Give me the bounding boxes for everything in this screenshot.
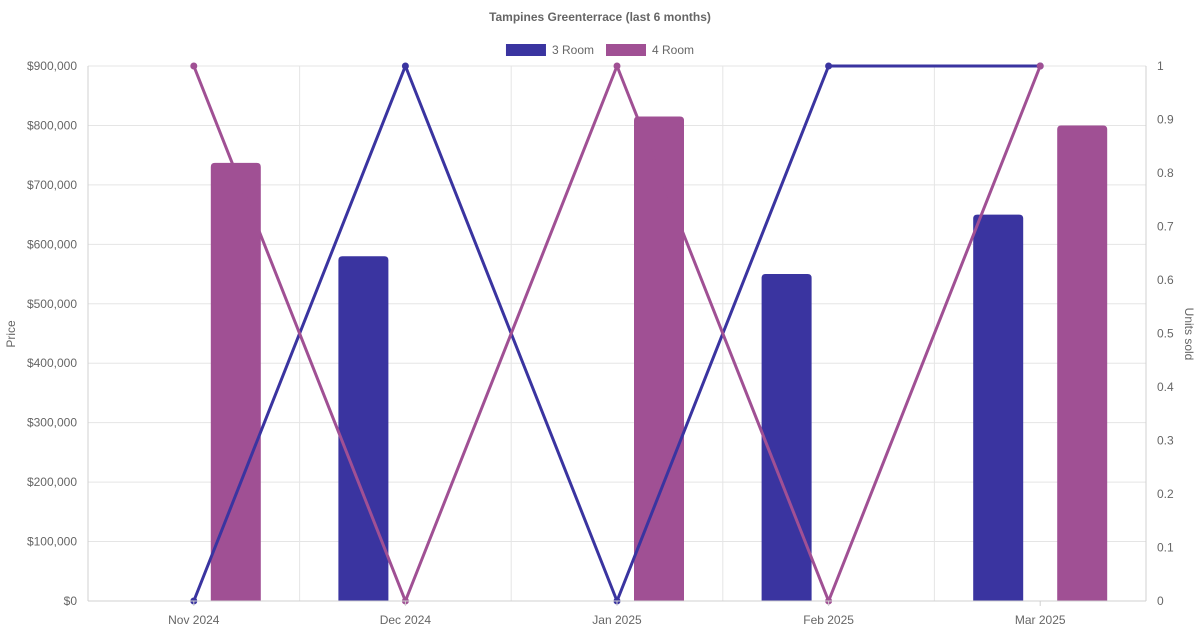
y-left-tick-label: $600,000 (27, 237, 77, 251)
legend-label: 3 Room (552, 43, 594, 57)
point-4-room (1036, 62, 1044, 70)
y-left-tick-label: $900,000 (27, 59, 77, 73)
y-right-tick-label: 0.5 (1157, 327, 1174, 341)
bar-4-room (634, 116, 684, 602)
point-3-room (401, 62, 409, 70)
y-right-tick-label: 0.8 (1157, 166, 1174, 180)
y-right-tick-label: 1 (1157, 59, 1164, 73)
point-4-room (613, 62, 621, 70)
line-4-room (192, 64, 1042, 603)
bar-series (210, 116, 1108, 602)
y-right-tick-label: 0.6 (1157, 273, 1174, 287)
legend: 3 Room 4 Room (505, 43, 694, 57)
axes: $0 $100,000 $200,000 $300,000 $400,000 $500,0… (27, 59, 1174, 627)
y-left-tick-label: $700,000 (27, 178, 77, 192)
point-3-room (825, 62, 833, 70)
point-4-room (190, 62, 198, 70)
x-tick-label: Nov 2024 (168, 613, 220, 627)
chart-title: Tampines Greenterrace (last 6 months) (489, 10, 711, 24)
y-right-tick-label: 0 (1157, 594, 1164, 608)
legend-item-3-room[interactable]: 3 Room (505, 43, 594, 57)
legend-item-4-room[interactable]: 4 Room (606, 43, 694, 57)
line-3-room (192, 64, 1041, 603)
line-series (190, 62, 1044, 605)
y-right-tick-label: 0.1 (1157, 541, 1174, 555)
bar-4-room (1057, 125, 1108, 601)
y-left-tick-label: $200,000 (27, 475, 77, 489)
x-tick-label: Jan 2025 (592, 613, 642, 627)
y-left-tick-label: $800,000 (27, 118, 77, 132)
x-tick-label: Dec 2024 (380, 613, 432, 627)
y-left-tick-label: $300,000 (27, 416, 77, 430)
y-left-tick-label: $500,000 (27, 297, 77, 311)
y-left-tick-label: $400,000 (27, 356, 77, 370)
y-right-tick-label: 0.9 (1157, 113, 1174, 127)
y-left-tick-label: $100,000 (27, 535, 77, 549)
legend-label: 4 Room (652, 43, 694, 57)
x-tick-label: Mar 2025 (1015, 613, 1066, 627)
bar-3-room (973, 214, 1024, 601)
y-axis-left-title: Price (4, 320, 18, 348)
bar-3-room (338, 256, 389, 601)
legend-swatch (606, 44, 646, 56)
legend-swatch (505, 44, 546, 56)
x-tick-label: Feb 2025 (803, 613, 854, 627)
y-right-tick-label: 0.2 (1157, 487, 1174, 501)
y-right-tick-label: 0.4 (1157, 380, 1174, 394)
y-axis-right-title: Units sold (1182, 308, 1196, 361)
bar-3-room (761, 274, 812, 601)
y-right-tick-label: 0.3 (1157, 434, 1174, 448)
y-right-tick-label: 0.7 (1157, 220, 1174, 234)
bar-4-room (210, 162, 261, 601)
y-left-tick-label: $0 (64, 594, 78, 608)
